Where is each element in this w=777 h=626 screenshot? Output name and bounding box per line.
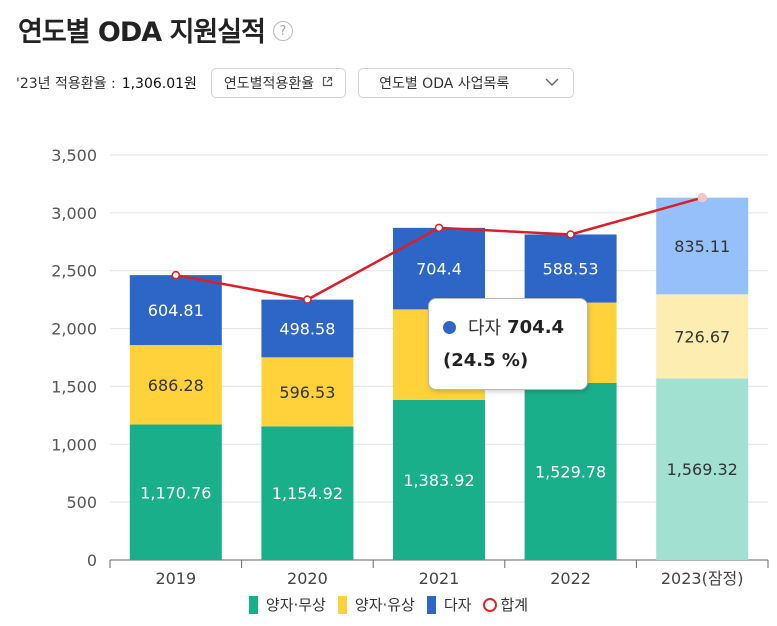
bar: [393, 399, 485, 560]
bar: [524, 234, 617, 303]
legend-swatch-multilateral: [426, 595, 436, 614]
total-point: [697, 192, 707, 203]
legend-item-multilateral[interactable]: 다자: [426, 594, 472, 615]
help-icon[interactable]: ?: [272, 21, 293, 41]
legend-label-total: 합계: [500, 596, 529, 614]
y-tick-label: 0: [87, 551, 97, 570]
x-tick-label: 2020: [287, 569, 328, 588]
bar: [129, 424, 222, 560]
bar: [656, 294, 749, 379]
bar: [261, 357, 354, 427]
data-label: 1,154.92: [272, 484, 343, 503]
legend-swatch-loan: [337, 595, 347, 614]
legend-label-grant: 양자·무상: [265, 596, 326, 614]
tooltip-value: 704.4: [507, 316, 565, 338]
exchange-rate-value: 1,306.01원: [121, 76, 197, 92]
y-tick-label: 1,000: [51, 435, 97, 454]
data-label: 835.11: [674, 237, 730, 256]
data-label: 686.28: [148, 376, 204, 395]
y-tick-label: 3,000: [51, 204, 97, 223]
y-tick-label: 2,500: [51, 262, 97, 281]
bar: [524, 382, 617, 560]
title-row: 연도별 ODA 지원실적 ?: [18, 10, 293, 49]
exchange-rate-button-label: 연도별적용환율: [223, 76, 315, 92]
data-label: 1,383.92: [403, 471, 474, 490]
bar: [261, 299, 354, 358]
bar: [656, 197, 749, 295]
data-label: 1,529.78: [535, 462, 606, 481]
data-label: 726.67: [674, 327, 730, 346]
data-label: 1,569.32: [667, 460, 738, 479]
x-tick-label: 2019: [155, 569, 196, 588]
legend-item-grant[interactable]: 양자·무상: [248, 594, 326, 615]
chart-tooltip: 다자 704.4 (24.5 %): [428, 298, 588, 390]
data-label: 498.58: [279, 319, 335, 338]
total-point: [303, 295, 312, 304]
data-label: 1,170.76: [140, 483, 211, 502]
external-link-icon: [322, 76, 333, 90]
total-point: [434, 223, 444, 233]
x-tick-label: 2021: [419, 569, 460, 588]
toolbar: '23년 적용환율 : 1,306.01원 연도별적용환율 연도별 ODA 사업…: [16, 68, 575, 98]
legend-swatch-grant: [248, 595, 258, 614]
tooltip-series-name: 다자: [468, 318, 502, 339]
y-tick-label: 3,500: [51, 146, 97, 165]
bar: [261, 426, 354, 560]
y-tick-label: 500: [66, 493, 97, 512]
total-point: [566, 230, 575, 239]
exchange-rate-button[interactable]: 연도별적용환율: [210, 68, 347, 98]
legend-label-loan: 양자·유상: [354, 596, 415, 614]
exchange-rate-label: '23년 적용환율 :: [16, 76, 116, 92]
project-list-select[interactable]: 연도별 ODA 사업목록: [358, 68, 575, 98]
project-list-select-label: 연도별 ODA 사업목록: [379, 76, 510, 92]
bar: [129, 345, 222, 425]
data-label: 604.81: [148, 301, 204, 320]
tooltip-series-dot: [443, 320, 456, 334]
bar: [129, 275, 222, 346]
chevron-down-icon: [545, 76, 559, 91]
chart-legend: 양자·무상 양자·유상 다자 합계: [0, 594, 777, 615]
legend-label-multilateral: 다자: [443, 596, 472, 614]
data-label: 588.53: [543, 260, 599, 279]
data-label: 596.53: [279, 383, 335, 402]
y-tick-label: 1,500: [51, 377, 97, 396]
legend-ring-total: [483, 597, 498, 612]
legend-item-loan[interactable]: 양자·유상: [337, 594, 415, 615]
tooltip-percent: (24.5 %): [443, 350, 529, 371]
data-label: 704.4: [416, 260, 462, 279]
y-tick-label: 2,000: [51, 320, 97, 339]
legend-item-total[interactable]: 합계: [483, 594, 528, 615]
bar: [393, 227, 485, 310]
bar: [656, 378, 749, 560]
total-point: [171, 270, 181, 280]
x-tick-label: 2022: [550, 569, 591, 588]
x-tick-label: 2023(잠정): [661, 569, 744, 588]
page-title: 연도별 ODA 지원실적: [18, 17, 266, 48]
